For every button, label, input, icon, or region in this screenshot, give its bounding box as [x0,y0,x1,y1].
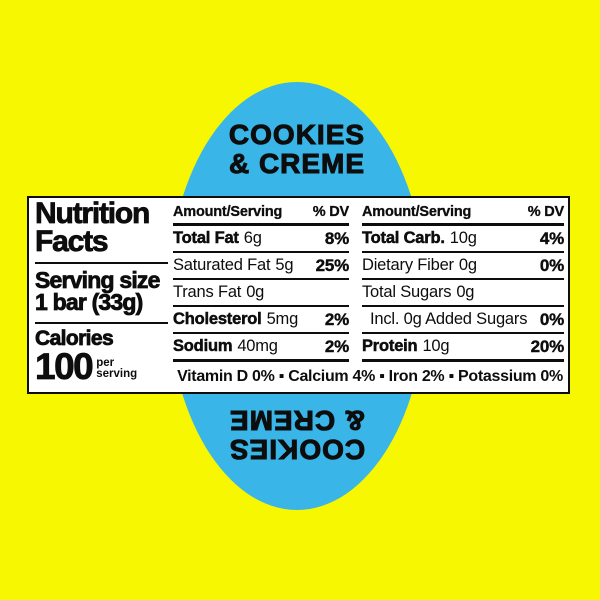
nutrient-dv: 4% [539,228,565,248]
header-dv: % DV [527,204,565,220]
nutrient-row-protein: Protein 10g 20% [362,334,564,362]
column-header: Amount/Serving % DV [173,198,349,226]
nutrient-name: Total Fat [173,229,239,248]
nutrient-columns-grid: Amount/Serving % DV Total Fat 6g 8% Satur… [172,198,568,362]
flavor-line1: COOKIES [228,119,366,150]
nutrient-name: Incl. 0g Added Sugars [370,310,528,328]
flavor-line2: & CREME [228,405,366,437]
nutrient-amount: 5mg [266,310,299,328]
nutrient-amount: 6g [243,229,262,247]
calories-row: 100 per serving [35,346,170,387]
nutrition-facts-title: Nutrition Facts [35,197,170,258]
nutrient-amount: 10g [449,229,477,247]
nutrient-dv: 0% [539,255,565,275]
nutrient-dv: 8% [324,228,350,248]
nutrient-amount: 0g [456,283,475,301]
calories-value: 100 [35,346,95,387]
title-line1: Nutrition [35,197,151,230]
nutrient-dv: 2% [324,336,350,356]
nutrient-row-saturated-fat: Saturated Fat 5g 25% [173,253,349,280]
nutrient-name: Total Sugars [362,283,452,301]
nutrition-facts-panel: Nutrition Facts Serving size 1 bar (33g)… [27,196,570,394]
nutrient-amount: 40mg [237,337,278,355]
calories-label: Calories [35,327,114,350]
flavor-name-bottom-rotated: COOKIES & CREME [137,405,457,466]
nutrient-amount: 5g [275,256,294,274]
nutrient-row-trans-fat: Trans Fat 0g [173,280,349,307]
nutrient-name: Protein [362,337,418,356]
nutrient-dv: 25% [315,255,349,275]
nutrient-column-1: Amount/Serving % DV Total Fat 6g 8% Satur… [172,198,353,362]
nutrient-name: Dietary Fiber [362,256,454,274]
divider [35,322,168,324]
vitamins-minerals-line: Vitamin D 0% ▪ Calcium 4% ▪ Iron 2% ▪ Po… [177,368,563,385]
nutrient-name: Cholesterol [173,310,262,329]
flavor-line1: COOKIES [228,434,366,466]
serving-size: Serving size 1 bar (33g) [35,267,170,315]
flavor-line2: & CREME [228,148,366,179]
nutrient-name: Trans Fat [173,283,242,301]
nutrient-row-added-sugars: Incl. 0g Added Sugars 0% [362,307,564,334]
header-amount-serving: Amount/Serving [362,204,472,220]
header-dv: % DV [312,204,350,220]
nutrient-column-2: Amount/Serving % DV Total Carb. 10g 4% Di… [362,198,568,362]
nutrient-row-cholesterol: Cholesterol 5mg 2% [173,307,349,334]
per-line1: per [96,357,115,369]
divider [35,262,168,264]
nutrient-amount: 0g [458,256,477,274]
nutrient-row-dietary-fiber: Dietary Fiber 0g 0% [362,253,564,280]
nutrient-row-total-fat: Total Fat 6g 8% [173,226,349,253]
nutrient-columns: Amount/Serving % DV Total Fat 6g 8% Satur… [172,198,568,392]
nutrient-dv: 2% [324,309,350,329]
serving-size-label: Serving size [35,267,161,293]
nutrient-row-total-carb: Total Carb. 10g 4% [362,226,564,253]
nutrient-dv: 20% [530,336,564,356]
nutrient-row-total-sugars: Total Sugars 0g [362,280,564,307]
nutrient-row-sodium: Sodium 40mg 2% [173,334,349,362]
nutrient-amount: 0g [246,283,265,301]
nutrient-name: Sodium [173,337,233,356]
nutrition-summary-column: Nutrition Facts Serving size 1 bar (33g)… [29,198,172,392]
nutrient-dv: 0% [539,309,565,329]
nutrient-name: Total Carb. [362,229,445,248]
column-header: Amount/Serving % DV [362,198,564,226]
nutrient-name: Saturated Fat [173,256,271,274]
flavor-name-top: COOKIES & CREME [137,119,457,179]
header-amount-serving: Amount/Serving [173,204,283,220]
calories-per-serving: per serving [96,357,138,383]
per-line2: serving [96,368,138,380]
title-line2: Facts [35,225,109,258]
nutrient-amount: 10g [422,337,450,355]
serving-size-value: 1 bar (33g) [35,288,144,315]
